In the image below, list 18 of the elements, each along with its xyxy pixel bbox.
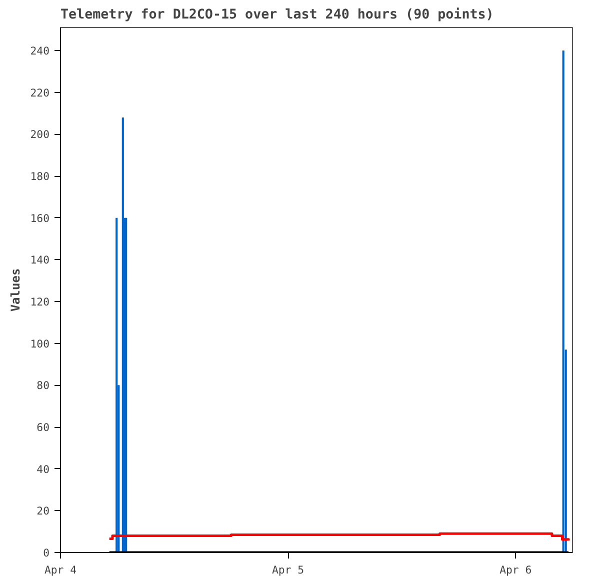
x-tick-label: Apr 4 bbox=[44, 564, 77, 576]
x-tick-label: Apr 5 bbox=[272, 564, 304, 576]
chart-title: Telemetry for DL2CO-15 over last 240 hours (90 points) bbox=[60, 8, 494, 22]
y-tick-label: 220 bbox=[30, 86, 50, 100]
y-tick-label: 140 bbox=[30, 254, 50, 267]
y-tick-label: 40 bbox=[36, 462, 50, 476]
y-axis-title: Values bbox=[8, 268, 22, 312]
y-tick-label: 120 bbox=[30, 296, 50, 309]
y-tick-label: 180 bbox=[30, 170, 50, 184]
y-tick-label: 60 bbox=[36, 421, 50, 434]
x-tick-label: Apr 6 bbox=[500, 564, 532, 576]
y-tick-label: 160 bbox=[30, 212, 50, 225]
y-tick-label: 240 bbox=[30, 44, 50, 58]
y-tick-label: 20 bbox=[36, 504, 50, 518]
y-tick-label: 100 bbox=[30, 337, 50, 350]
y-tick-label: 80 bbox=[36, 379, 50, 392]
y-tick-label: 0 bbox=[43, 546, 50, 560]
y-tick-label: 200 bbox=[30, 128, 50, 142]
